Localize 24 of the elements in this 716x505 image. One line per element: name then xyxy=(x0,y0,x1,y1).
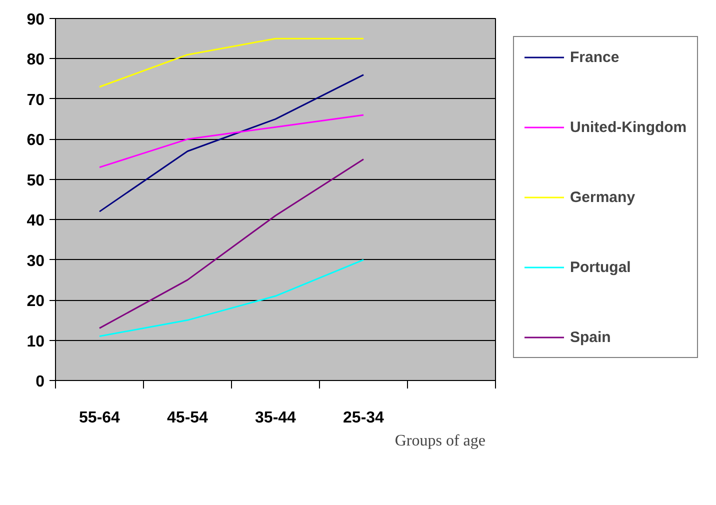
y-tick-label: 60 xyxy=(26,132,45,150)
x-axis-title: Groups of age xyxy=(394,432,486,450)
y-tick-label: 70 xyxy=(26,92,45,109)
x-tick-label: 45-54 xyxy=(167,410,208,426)
x-tick-label: 35-44 xyxy=(255,410,296,426)
line-series xyxy=(98,74,364,212)
legend-label: Portugal xyxy=(570,258,631,276)
legend-label: Germany xyxy=(570,188,636,206)
y-tick-label: 90 xyxy=(26,12,45,28)
legend-label: United-Kingdom xyxy=(570,118,687,136)
line-series xyxy=(98,114,364,168)
x-tick-label: 25-34 xyxy=(343,410,384,426)
y-tick-label: 30 xyxy=(26,252,45,270)
legend-label: Spain xyxy=(570,328,611,346)
y-tick-label: 20 xyxy=(26,293,45,310)
line-series xyxy=(98,259,364,338)
y-tick-label: 50 xyxy=(26,172,45,190)
y-tick-label: 40 xyxy=(26,212,45,230)
y-tick-label: 80 xyxy=(26,52,45,69)
line-series xyxy=(98,158,364,329)
x-tick-label: 55-64 xyxy=(79,410,120,426)
legend-label: France xyxy=(570,48,620,66)
y-tick-label: 10 xyxy=(26,333,45,350)
y-tick-label: 0 xyxy=(36,374,45,390)
